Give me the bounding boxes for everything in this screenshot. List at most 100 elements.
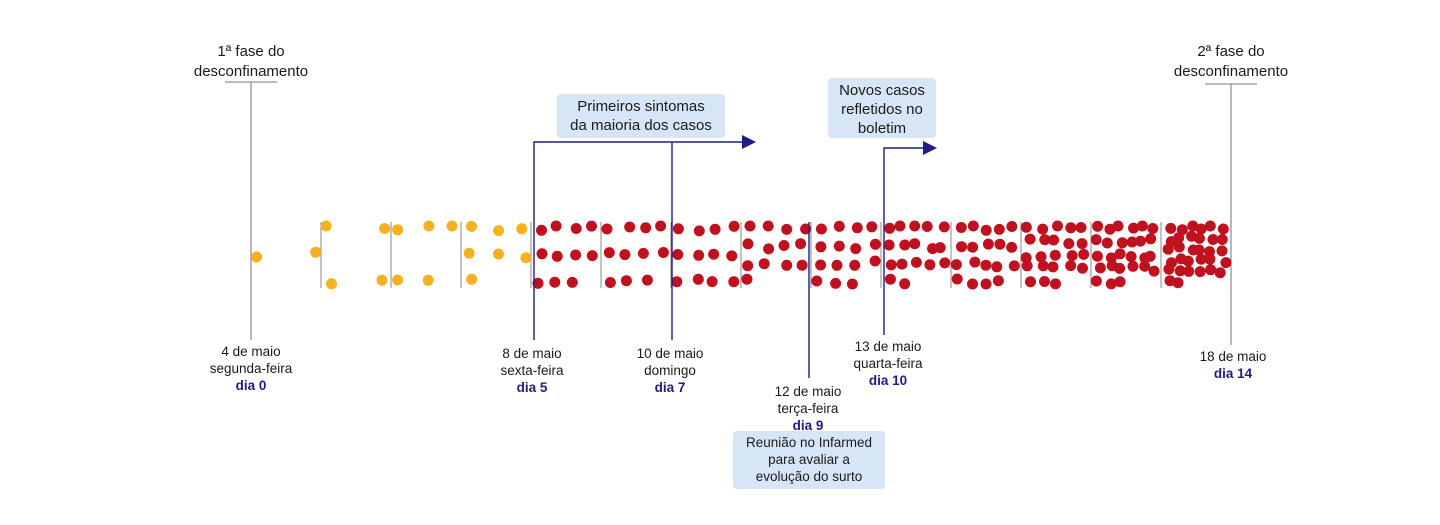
case-dot <box>326 278 337 290</box>
case-dot <box>1182 255 1194 267</box>
case-dot <box>566 276 578 288</box>
case-dot <box>1193 244 1205 256</box>
case-dot <box>1025 276 1036 288</box>
case-dot <box>1207 234 1219 245</box>
daynum-day0: dia 0 <box>235 378 267 393</box>
case-dot <box>1116 237 1128 249</box>
case-dot <box>1195 253 1207 265</box>
case-dot <box>956 241 967 253</box>
case-dot <box>637 247 649 259</box>
case-dot <box>921 221 933 232</box>
case-dot <box>493 225 505 237</box>
case-dot <box>967 278 978 290</box>
case-dot <box>1090 234 1102 246</box>
case-dot <box>1008 260 1020 272</box>
case-dot <box>991 261 1003 273</box>
case-dot <box>884 222 896 234</box>
case-dot <box>1114 262 1126 274</box>
case-dot <box>1052 220 1063 232</box>
case-dot <box>392 274 404 286</box>
case-dot <box>992 275 1004 287</box>
meeting-line3: evolução do surto <box>755 469 863 484</box>
date-day0: 4 de maio <box>221 344 281 359</box>
case-dot <box>1126 236 1138 248</box>
case-dot <box>781 259 793 271</box>
case-dot <box>762 220 774 232</box>
case-dot <box>1076 238 1088 250</box>
case-dot <box>967 241 979 253</box>
case-dot <box>466 220 477 232</box>
case-dot <box>251 251 263 263</box>
case-dot <box>310 246 322 258</box>
date-label-day14: 18 de maio dia 14 <box>1163 348 1303 382</box>
case-dot <box>1216 245 1228 257</box>
phase-markers <box>225 81 1257 345</box>
case-dot <box>728 276 740 288</box>
case-dot <box>586 220 597 232</box>
date-day10: 13 de maio <box>854 339 922 354</box>
case-dot <box>379 223 391 234</box>
case-dot <box>570 249 582 261</box>
case-dot <box>1065 222 1077 234</box>
new-cases-arrow-line <box>883 147 925 335</box>
case-dot <box>815 259 827 271</box>
case-dot <box>758 258 770 270</box>
case-dot <box>536 248 548 260</box>
case-dot <box>1063 238 1075 250</box>
date-label-day9: 12 de maio terça-feira dia 9 <box>738 383 878 434</box>
case-dot <box>1162 243 1174 255</box>
case-dot <box>934 242 946 254</box>
case-dot <box>1024 233 1036 245</box>
case-dot <box>640 222 652 234</box>
case-dot <box>1195 223 1207 235</box>
case-dot <box>910 256 922 268</box>
case-dot <box>1128 222 1139 234</box>
case-dot <box>830 277 842 289</box>
case-dot <box>795 238 807 250</box>
case-dot <box>1050 278 1061 290</box>
new-cases-line3: boletim <box>857 120 907 137</box>
case-dot <box>726 250 738 262</box>
date-label-day10: 13 de maio quarta-feira dia 10 <box>818 338 958 389</box>
case-dot <box>692 273 704 285</box>
case-dot <box>885 259 897 271</box>
case-dot <box>1091 250 1103 262</box>
case-dot <box>924 259 936 271</box>
case-dot <box>1021 260 1033 272</box>
case-dot <box>833 240 845 252</box>
case-dot <box>744 220 756 232</box>
case-dot <box>422 274 434 286</box>
meeting-line1: Reunião no Infarmed <box>745 435 873 450</box>
daynum-day9: dia 9 <box>792 418 824 433</box>
case-dot <box>641 274 653 286</box>
new-cases-arrowhead <box>923 141 937 155</box>
case-dots <box>251 220 1232 290</box>
case-dot <box>967 220 979 232</box>
case-dot <box>516 223 528 235</box>
case-dot <box>1194 266 1206 278</box>
case-dot <box>706 276 718 288</box>
case-dot <box>778 240 790 251</box>
case-dot <box>831 259 843 271</box>
case-dot <box>1127 260 1139 272</box>
new-cases-line1: Novos casos <box>839 82 925 99</box>
case-dot <box>1090 275 1102 287</box>
symptoms-line2: da maioria dos casos <box>570 117 712 134</box>
case-dot <box>463 247 475 259</box>
case-dot <box>896 258 908 270</box>
case-dot <box>1139 260 1151 272</box>
case-dot <box>980 278 992 290</box>
case-dot <box>520 252 532 264</box>
case-dot <box>884 273 896 285</box>
case-dot <box>1112 220 1124 232</box>
case-dot <box>1037 260 1049 272</box>
case-dot <box>1165 222 1177 234</box>
case-dot <box>993 223 1005 235</box>
symptoms-arrow-line <box>533 141 744 340</box>
case-dot <box>423 220 435 232</box>
date-label-day0: 4 de maio segunda-feira dia 0 <box>181 343 321 394</box>
case-dot <box>1148 265 1160 277</box>
case-dot <box>671 276 683 288</box>
case-dot <box>655 220 667 232</box>
case-dot <box>1147 223 1159 234</box>
